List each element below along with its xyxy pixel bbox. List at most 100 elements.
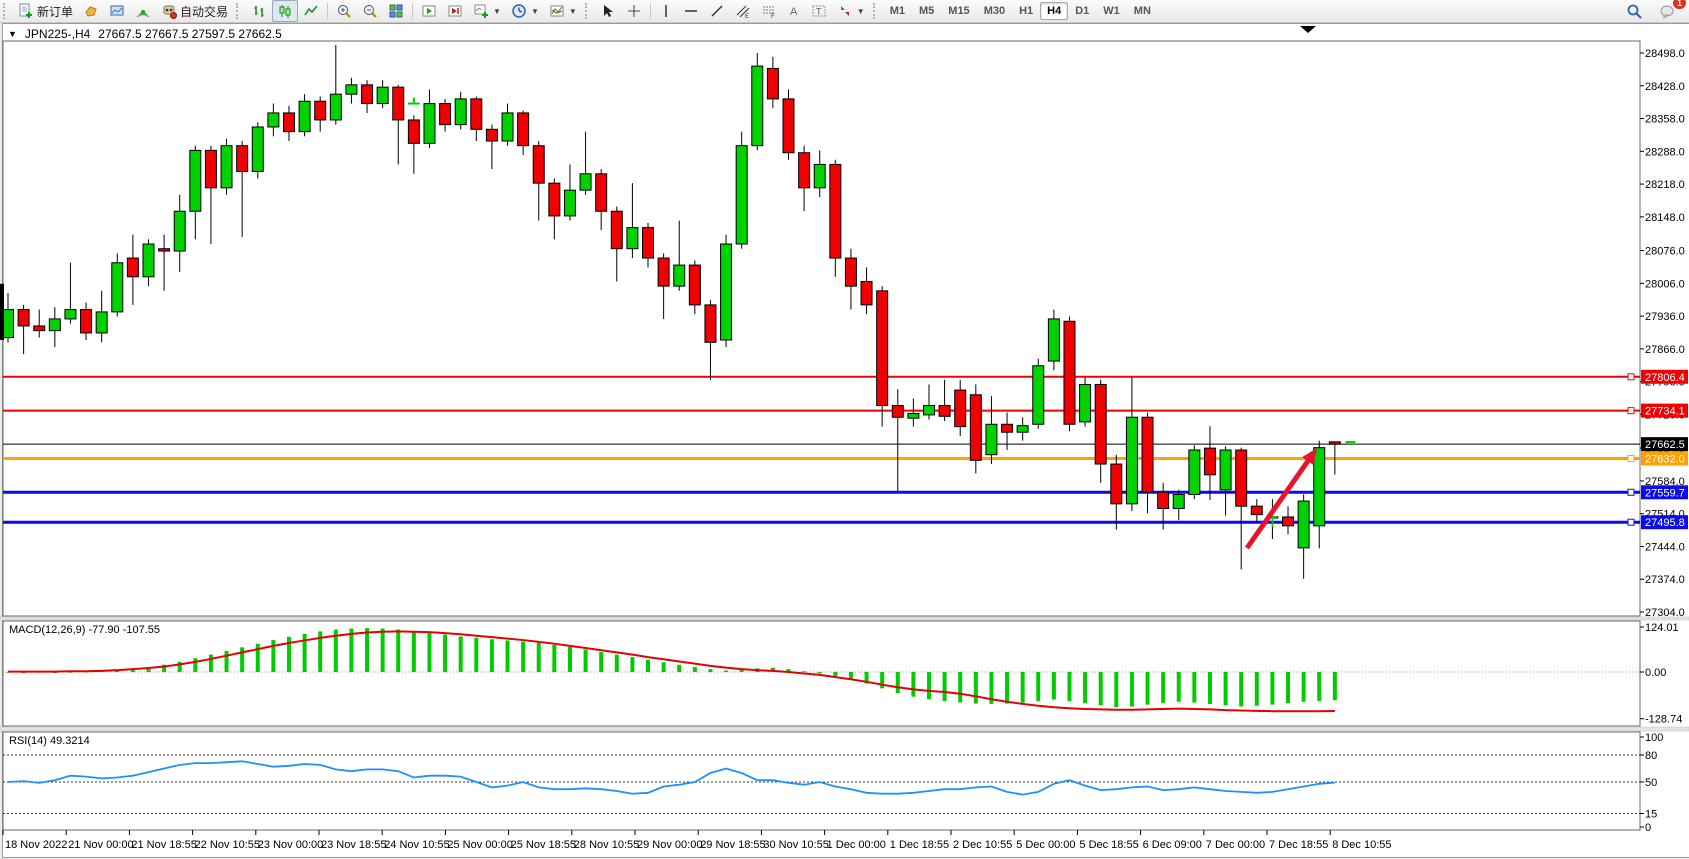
line-chart-mode-button[interactable] [298, 0, 324, 22]
crosshair-tool-button[interactable] [621, 0, 647, 22]
candle[interactable] [704, 300, 717, 380]
candle[interactable] [1172, 489, 1185, 521]
timeframe-button-h1[interactable]: H1 [1019, 5, 1034, 17]
candle[interactable] [236, 141, 249, 237]
candle[interactable] [517, 110, 530, 156]
bar-chart-mode-button[interactable] [246, 0, 272, 22]
collapse-triangle-icon[interactable]: ▼ [8, 29, 17, 39]
hline-anchor[interactable] [1627, 373, 1635, 381]
candle[interactable] [891, 389, 904, 493]
toolbar-grip[interactable] [584, 3, 592, 19]
timeframe-button-m5[interactable]: M5 [919, 5, 935, 17]
candle[interactable] [938, 379, 951, 421]
vline-tool-button[interactable] [654, 0, 678, 22]
candle-chart-mode-button[interactable] [272, 0, 299, 22]
profiles-button[interactable]: ▼ [506, 0, 544, 22]
candle[interactable] [220, 138, 233, 195]
hline-anchor[interactable] [1627, 454, 1635, 462]
text-label-tool-button[interactable]: T [806, 0, 832, 22]
notifications-button[interactable]: 1 [1654, 0, 1687, 22]
candle[interactable] [735, 131, 748, 249]
toolbar-grip[interactable] [236, 3, 243, 19]
candle[interactable] [1110, 454, 1123, 530]
candle[interactable] [204, 145, 217, 245]
indicators-button[interactable]: ▼ [544, 0, 582, 22]
candle[interactable] [532, 141, 545, 221]
timeframe-button-m15[interactable]: M15 [948, 5, 970, 17]
candle[interactable] [1032, 358, 1045, 429]
candle[interactable] [95, 290, 108, 343]
candle[interactable] [126, 234, 139, 305]
candle[interactable] [470, 96, 483, 142]
candle[interactable] [798, 145, 811, 212]
new-chart-button[interactable]: ▼ [468, 0, 506, 22]
candle[interactable] [673, 220, 686, 291]
candle[interactable] [657, 253, 670, 319]
fibonacci-tool-button[interactable]: F [756, 0, 782, 22]
candle[interactable] [1157, 482, 1170, 530]
candle[interactable] [142, 239, 155, 287]
toolbar-grip[interactable] [3, 3, 10, 19]
candle[interactable] [907, 398, 920, 427]
chart-forward-button[interactable] [416, 0, 442, 22]
candle[interactable] [407, 115, 420, 174]
candle[interactable] [985, 396, 998, 465]
candle[interactable] [626, 183, 639, 259]
candle[interactable] [64, 262, 77, 324]
timeframe-button-w1[interactable]: W1 [1103, 5, 1120, 17]
candle[interactable] [282, 105, 295, 142]
timeframe-button-d1[interactable]: D1 [1075, 5, 1090, 17]
candle[interactable] [392, 84, 405, 165]
market-watch-button[interactable] [78, 0, 104, 22]
candle[interactable] [813, 150, 826, 198]
candle[interactable] [642, 222, 655, 268]
candle[interactable] [610, 206, 623, 282]
candle[interactable] [329, 45, 342, 125]
cursor-tool-button[interactable] [595, 0, 621, 22]
candle[interactable] [314, 96, 327, 132]
candle[interactable] [298, 94, 311, 137]
candle[interactable] [485, 124, 498, 170]
candle[interactable] [80, 302, 93, 340]
candle[interactable] [251, 122, 264, 179]
hline-tool-button[interactable] [678, 0, 704, 22]
candle[interactable] [1016, 417, 1029, 441]
candle[interactable] [361, 80, 374, 113]
candle[interactable] [579, 131, 592, 195]
candle[interactable] [1250, 499, 1263, 523]
candle[interactable] [751, 53, 764, 151]
text-tool-button[interactable]: A [782, 0, 806, 22]
navigator-button[interactable] [104, 0, 130, 22]
candle[interactable] [1079, 377, 1092, 427]
tile-windows-button[interactable] [383, 0, 409, 22]
zoom-in-button[interactable] [331, 0, 357, 22]
candle[interactable] [439, 98, 452, 132]
timeframe-button-h4[interactable]: H4 [1040, 2, 1069, 20]
candle[interactable] [548, 178, 561, 240]
candle[interactable] [1235, 447, 1248, 570]
timeframe-button-mn[interactable]: MN [1133, 5, 1151, 17]
candle[interactable] [876, 286, 889, 427]
timeframe-button-m1[interactable]: M1 [889, 5, 905, 17]
trendline-tool-button[interactable] [704, 0, 730, 22]
toolbar-grip[interactable] [872, 3, 880, 19]
candle[interactable] [1282, 506, 1295, 535]
trend-arrow-head[interactable] [1302, 448, 1317, 466]
candle[interactable] [1001, 412, 1014, 451]
candle[interactable] [563, 164, 576, 221]
panel-splitter[interactable] [0, 726, 1689, 732]
candle[interactable] [954, 379, 967, 436]
candle[interactable] [969, 384, 982, 474]
candle[interactable] [111, 253, 124, 317]
candle[interactable] [1141, 412, 1154, 514]
new-order-button[interactable]: 新订单 [13, 0, 78, 22]
arrows-tool-button[interactable]: ▼ [832, 0, 870, 22]
candle[interactable] [33, 309, 46, 338]
candle[interactable] [1188, 445, 1201, 500]
candle[interactable] [1203, 426, 1216, 501]
zoom-out-button[interactable] [357, 0, 383, 22]
candle[interactable] [1328, 441, 1341, 475]
hline-anchor[interactable] [1627, 488, 1635, 496]
candle[interactable] [158, 234, 171, 291]
